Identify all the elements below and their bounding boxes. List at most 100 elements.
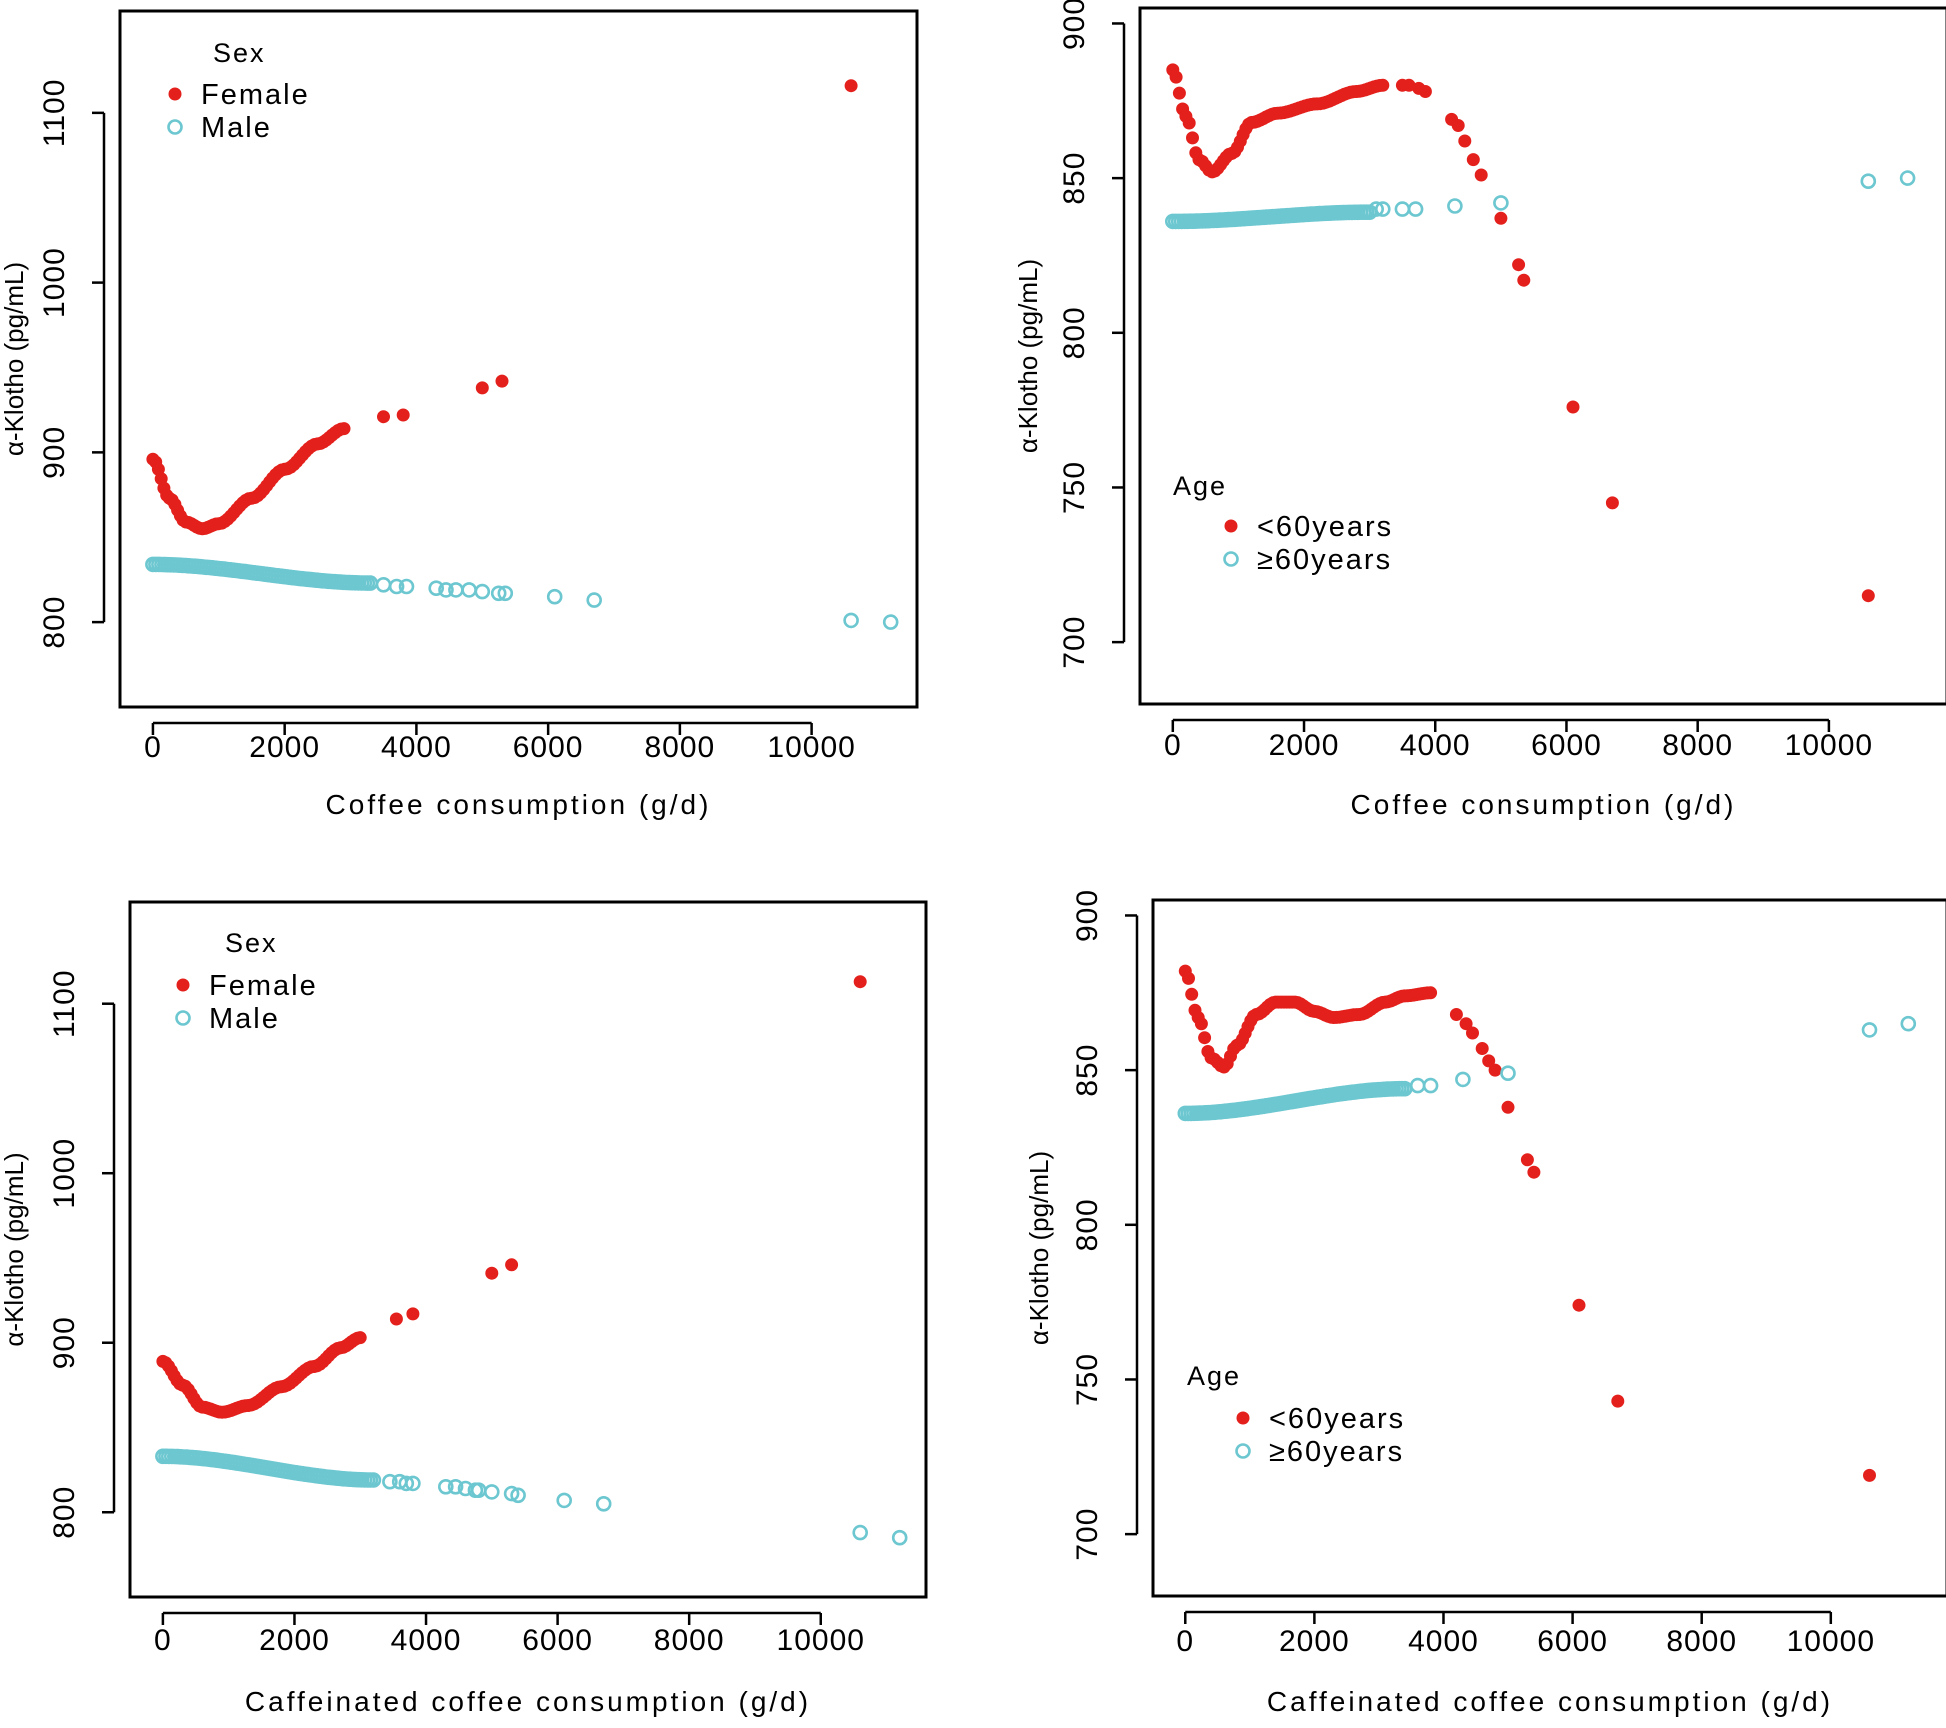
legend-label: Female <box>209 970 318 1002</box>
x-tick-label: 4000 <box>381 731 452 764</box>
data-point <box>1474 168 1488 182</box>
legend-label: ≥60years <box>1257 544 1392 576</box>
data-point <box>1368 201 1384 217</box>
data-point <box>1900 1015 1917 1032</box>
x-tick-label: 8000 <box>1662 729 1733 762</box>
x-tick-label: 0 <box>154 1624 172 1657</box>
legend-label: <60years <box>1269 1403 1405 1435</box>
data-point <box>377 410 390 424</box>
x-tick-label: 0 <box>144 731 162 764</box>
data-point <box>1512 258 1526 272</box>
x-tick-label: 10000 <box>767 731 855 764</box>
data-point <box>595 1496 612 1512</box>
data-point <box>406 1307 420 1321</box>
chart-panel-1: 0 2000 4000 6000 8000 10000 800 900 1000 1100 Coff… <box>0 9 919 820</box>
data-point <box>1409 1077 1426 1094</box>
plot-frame <box>118 9 919 709</box>
x-tick-label: 10000 <box>1785 729 1873 762</box>
data-point <box>389 1312 403 1326</box>
y-tick-label: 800 <box>1071 1198 1104 1251</box>
x-axis-title: Caffeinated coffee consumption (g/d) <box>1267 1686 1833 1717</box>
y-tick-label: 800 <box>1058 306 1091 359</box>
data-point <box>1182 116 1196 130</box>
x-tick-label: 10000 <box>1787 1625 1875 1658</box>
data-point <box>1459 1017 1473 1031</box>
chart-panel-3: 0 2000 4000 6000 8000 10000 800 900 1000 1100 Caff… <box>0 900 928 1717</box>
legend-title: Age <box>1187 1361 1241 1391</box>
data-point <box>1861 1022 1878 1038</box>
data-point <box>447 1479 464 1495</box>
data-point <box>1517 273 1531 287</box>
data-point <box>1520 1153 1534 1167</box>
data-point <box>396 408 410 422</box>
data-point <box>1494 211 1508 225</box>
data-point <box>438 582 454 598</box>
y-tick-label: 1100 <box>48 969 81 1038</box>
legend-label: Male <box>201 112 272 144</box>
data-point <box>1566 400 1580 414</box>
x-tick-label: 4000 <box>391 1624 462 1657</box>
data-point <box>1198 1031 1212 1045</box>
data-point <box>503 1485 520 1502</box>
data-point <box>490 585 507 602</box>
data-point <box>556 1492 573 1509</box>
legend-marker <box>168 87 182 101</box>
legend-title: Age <box>1173 471 1227 501</box>
data-point <box>1501 1100 1515 1114</box>
data-point <box>1376 78 1390 92</box>
data-point <box>1466 153 1480 167</box>
data-point <box>844 79 858 93</box>
y-axis-title: α-Klotho (pg/mL) <box>1024 1151 1054 1345</box>
data-point <box>586 592 603 608</box>
data-point <box>337 422 351 436</box>
data-point <box>1861 589 1875 603</box>
data-point <box>495 374 509 388</box>
data-point <box>405 1475 421 1492</box>
data-point <box>1458 134 1472 148</box>
data-point <box>1407 201 1424 217</box>
data-point <box>1185 987 1199 1001</box>
data-point <box>1172 86 1186 100</box>
x-tick-label: 6000 <box>1537 1625 1608 1658</box>
y-tick-label: 1000 <box>48 1138 81 1209</box>
x-tick-label: 4000 <box>1408 1625 1479 1658</box>
data-point <box>1186 131 1199 145</box>
data-point <box>353 1331 367 1345</box>
y-axis-title: α-Klotho (pg/mL) <box>1013 259 1043 453</box>
data-point <box>485 1266 499 1280</box>
x-tick-label: 2000 <box>259 1624 330 1657</box>
x-tick-label: 6000 <box>513 731 584 764</box>
data-point <box>388 578 405 595</box>
y-axis-title: α-Klotho (pg/mL) <box>0 262 29 456</box>
data-point <box>398 578 415 595</box>
data-point <box>853 975 867 989</box>
y-tick-label: 700 <box>1071 1508 1104 1561</box>
x-tick-label: 4000 <box>1400 729 1471 762</box>
data-point <box>475 381 489 395</box>
data-point <box>1899 170 1916 186</box>
legend-label: Female <box>201 79 310 111</box>
plot-frame <box>1138 6 1946 706</box>
data-point <box>1611 1394 1625 1408</box>
x-tick-label: 2000 <box>249 731 320 764</box>
plot-frame <box>1151 898 1946 1598</box>
legend-marker <box>1224 519 1238 533</box>
data-point <box>382 1473 398 1490</box>
data-point <box>1449 1008 1463 1021</box>
data-point <box>497 585 514 602</box>
y-tick-label: 900 <box>38 426 71 479</box>
data-point <box>398 1475 415 1492</box>
x-tick-label: 2000 <box>1279 1625 1350 1658</box>
y-tick-label: 850 <box>1058 152 1091 205</box>
legend-marker <box>167 119 183 135</box>
y-tick-label: 900 <box>1058 0 1091 50</box>
x-tick-label: 6000 <box>1531 729 1602 762</box>
data-point <box>474 583 491 600</box>
x-tick-label: 0 <box>1176 1625 1194 1658</box>
y-axis-title: α-Klotho (pg/mL) <box>0 1152 29 1346</box>
data-point <box>1527 1165 1541 1179</box>
data-point <box>1169 70 1183 84</box>
y-tick-label: 800 <box>48 1486 81 1539</box>
data-point <box>1194 1017 1208 1031</box>
legend-title: Sex <box>225 928 278 958</box>
